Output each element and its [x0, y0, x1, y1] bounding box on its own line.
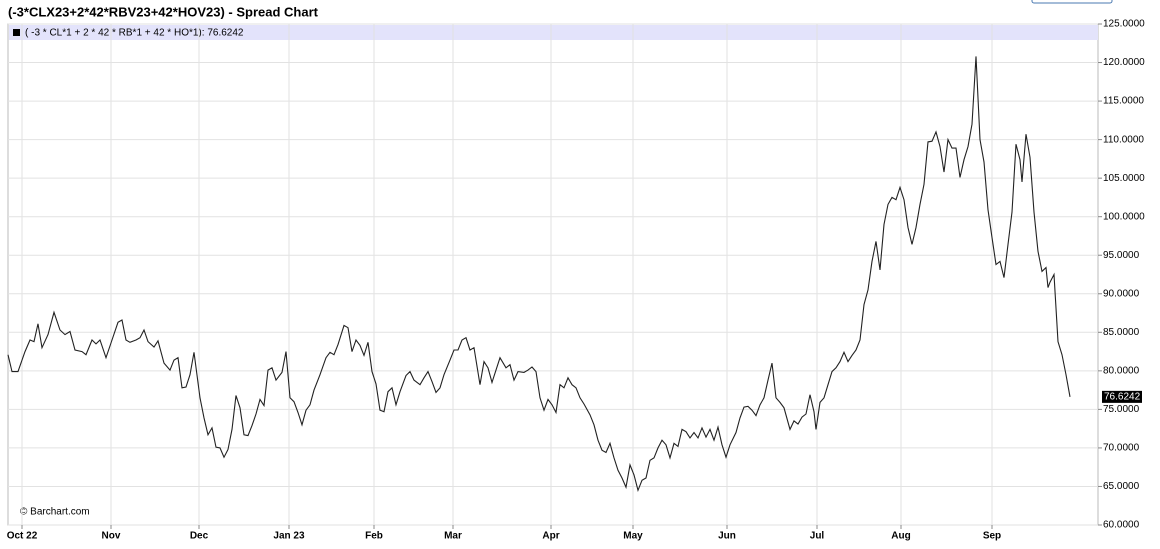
- y-tick-label: 65.0000: [1103, 481, 1140, 492]
- y-tick-label: 100.0000: [1103, 211, 1145, 222]
- y-tick-label: 115.0000: [1103, 96, 1144, 107]
- y-tick-label: 70.0000: [1103, 443, 1140, 454]
- x-tick-label: Mar: [444, 531, 462, 542]
- y-tick-label: 105.0000: [1103, 173, 1145, 184]
- grid: [8, 23, 1098, 526]
- last-value-label: 76.6242: [1104, 392, 1141, 403]
- last-value-badge: [1102, 390, 1142, 403]
- y-tick-label: 80.0000: [1103, 365, 1140, 376]
- x-tick-label: Jun: [718, 531, 736, 542]
- y-tick-label: 85.0000: [1103, 327, 1140, 338]
- source-label: © Barchart.com: [20, 507, 90, 518]
- y-tick-label: 110.0000: [1103, 134, 1144, 145]
- series-line: [7, 56, 1071, 493]
- y-tick-label: 95.0000: [1103, 250, 1140, 261]
- x-tick-label: Apr: [542, 531, 559, 542]
- y-tick-label: 75.0000: [1103, 404, 1140, 415]
- plot-area: [7, 23, 1099, 526]
- toolbar-button[interactable]: [1031, 0, 1113, 4]
- legend-band: [9, 25, 1098, 40]
- chart-title: (-3*CLX23+2*42*RBV23+42*HOV23) - Spread …: [8, 4, 319, 19]
- legend-label: ( -3 * CL*1 + 2 * 42 * RB*1 + 42 * HO*1)…: [25, 28, 244, 39]
- x-tick-label: May: [623, 531, 643, 542]
- x-tick-label: Jan 23: [273, 531, 305, 542]
- y-tick-label: 120.0000: [1103, 57, 1145, 68]
- x-tick-label: Nov: [102, 531, 121, 542]
- x-tick-label: Aug: [891, 531, 910, 542]
- x-tick-label: Oct 22: [7, 531, 38, 542]
- y-tick-label: 125.0000: [1103, 19, 1145, 30]
- x-tick-label: Dec: [190, 531, 209, 542]
- x-tick-label: Feb: [365, 531, 383, 542]
- x-tick-label: Sep: [983, 531, 1001, 542]
- x-tick-label: Jul: [810, 531, 825, 542]
- y-tick-label: 60.0000: [1103, 520, 1140, 531]
- y-tick-label: 90.0000: [1103, 288, 1140, 299]
- legend-swatch: [13, 29, 20, 36]
